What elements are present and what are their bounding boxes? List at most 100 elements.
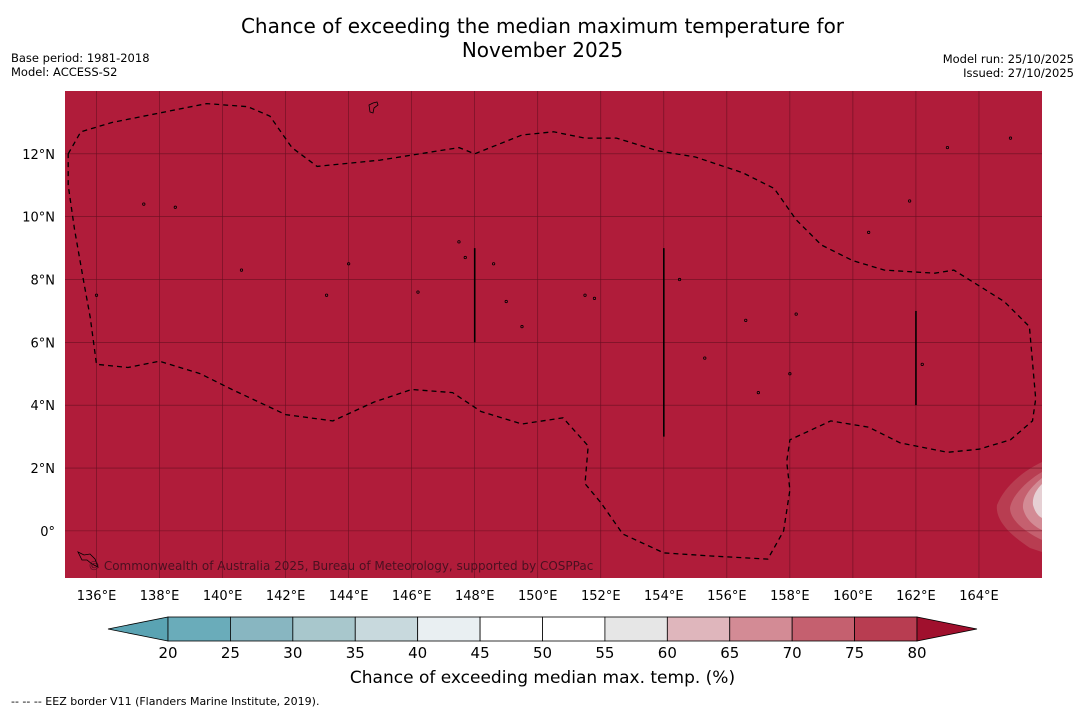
lat-tick-label: 8°N	[31, 274, 56, 289]
lon-tick-label: 164°E	[959, 589, 999, 604]
map-title: Chance of exceeding the median maximum t…	[0, 14, 1085, 62]
colorbar-tick-label: 35	[346, 644, 365, 662]
colorbar-tick-label: 30	[283, 644, 302, 662]
region-55-60	[1032, 484, 1042, 518]
title-line-1: Chance of exceeding the median maximum t…	[240, 14, 845, 38]
island	[457, 240, 461, 244]
colorbar-bin	[791, 616, 855, 642]
lat-tick-label: 12°N	[22, 148, 55, 163]
island	[908, 199, 912, 203]
lon-tick-label: 144°E	[329, 589, 369, 604]
lon-tick-label: 148°E	[455, 589, 495, 604]
island	[492, 262, 496, 266]
colorbar-bin	[666, 616, 731, 642]
base-period: Base period: 1981-2018	[11, 51, 150, 65]
island	[142, 202, 146, 206]
colorbar: 20 25 30 35 40 45 50 55 60 65 70 75 80	[107, 616, 978, 662]
lower-probability-region	[996, 462, 1042, 552]
island	[1008, 136, 1013, 140]
map-panel: © Commonwealth of Australia 2025, Bureau…	[65, 91, 1042, 578]
colorbar-low-extend	[107, 616, 169, 642]
lon-tick-label: 152°E	[581, 589, 621, 604]
lon-tick-label: 138°E	[140, 589, 180, 604]
colorbar-high-extend	[916, 616, 978, 642]
model-name: Model: ACCESS-S2	[11, 65, 118, 79]
colorbar-tick-label: 60	[658, 644, 677, 662]
colorbar-tick-label: 55	[595, 644, 614, 662]
colorbar-bin	[167, 616, 231, 642]
issued-date: Issued: 27/10/2025	[963, 66, 1074, 80]
lon-tick-label: 146°E	[392, 589, 432, 604]
island	[94, 293, 99, 297]
lat-tick-label: 6°N	[31, 336, 56, 351]
islands	[94, 136, 1013, 395]
colorbar-tick-label: 40	[408, 644, 427, 662]
lon-tick-label: 136°E	[77, 589, 117, 604]
island	[324, 293, 329, 297]
colorbar-tick-label: 50	[533, 644, 552, 662]
island	[756, 391, 760, 395]
lon-tick-label: 142°E	[266, 589, 306, 604]
island	[920, 362, 924, 366]
island	[463, 255, 467, 260]
island	[677, 277, 682, 282]
island	[867, 230, 871, 234]
colorbar-tick-label: 75	[845, 644, 864, 662]
island	[794, 312, 798, 316]
colorbar-tick-label: 70	[783, 644, 802, 662]
island	[592, 296, 597, 300]
meta-left: Base period: 1981-2018 Model: ACCESS-S2	[11, 51, 150, 79]
colorbar-bin	[854, 616, 918, 642]
colorbar-bin	[542, 616, 606, 642]
island	[173, 205, 177, 209]
colorbar-label: Chance of exceeding median max. temp. (%…	[349, 668, 736, 688]
island	[347, 262, 351, 266]
colorbar-bin	[354, 616, 419, 642]
colorbar-bin	[292, 616, 356, 642]
colorbar-bin	[604, 616, 668, 642]
footer-note: -- -- -- EEZ border V11 (Flanders Marine…	[11, 695, 320, 708]
colorbar-tick-label: 20	[158, 644, 177, 662]
island	[520, 325, 524, 329]
island	[744, 318, 748, 322]
lat-tick-label: 2°N	[31, 462, 56, 477]
palau-coastline	[77, 551, 99, 568]
colorbar-bin	[729, 616, 793, 642]
lat-tick-label: 4°N	[31, 399, 56, 414]
lon-tick-label: 154°E	[644, 589, 684, 604]
colorbar-tick-label: 65	[720, 644, 739, 662]
copyright-notice: © Commonwealth of Australia 2025, Bureau…	[88, 559, 593, 573]
colorbar-bin	[479, 616, 543, 642]
colorbar-tick-label: 45	[471, 644, 490, 662]
lon-tick-label: 150°E	[518, 589, 558, 604]
lon-tick-label: 140°E	[203, 589, 243, 604]
lat-tick-label: 0°	[40, 525, 55, 540]
map-background	[65, 91, 1042, 578]
longitude-axis: 136°E 138°E 140°E 142°E 144°E 146°E 148°E 150°E…	[77, 589, 999, 604]
colorbar-bin	[417, 616, 481, 642]
coastline-detail	[77, 101, 379, 568]
island	[239, 268, 244, 272]
lon-tick-label: 156°E	[707, 589, 747, 604]
colorbar-bins	[167, 616, 918, 642]
lon-tick-label: 160°E	[833, 589, 873, 604]
model-run: Model run: 25/10/2025	[942, 52, 1074, 66]
colorbar-ticks: 20 25 30 35 40 45 50 55 60 65 70 75 80	[158, 644, 926, 662]
island	[703, 356, 707, 360]
meta-right: Model run: 25/10/2025 Issued: 27/10/2025	[943, 52, 1074, 80]
eez-border	[67, 102, 1037, 560]
colorbar-tick-label: 25	[221, 644, 240, 662]
lat-tick-label: 10°N	[22, 211, 55, 226]
island	[583, 293, 587, 297]
island	[788, 372, 792, 376]
guam-coastline	[368, 101, 379, 114]
lon-tick-label: 158°E	[770, 589, 810, 604]
island	[504, 299, 508, 304]
eez-segment-lines	[473, 248, 917, 437]
island	[416, 290, 420, 294]
title-line-2: November 2025	[461, 38, 624, 62]
lon-tick-label: 162°E	[896, 589, 936, 604]
island	[945, 145, 950, 150]
colorbar-bin	[230, 616, 294, 642]
